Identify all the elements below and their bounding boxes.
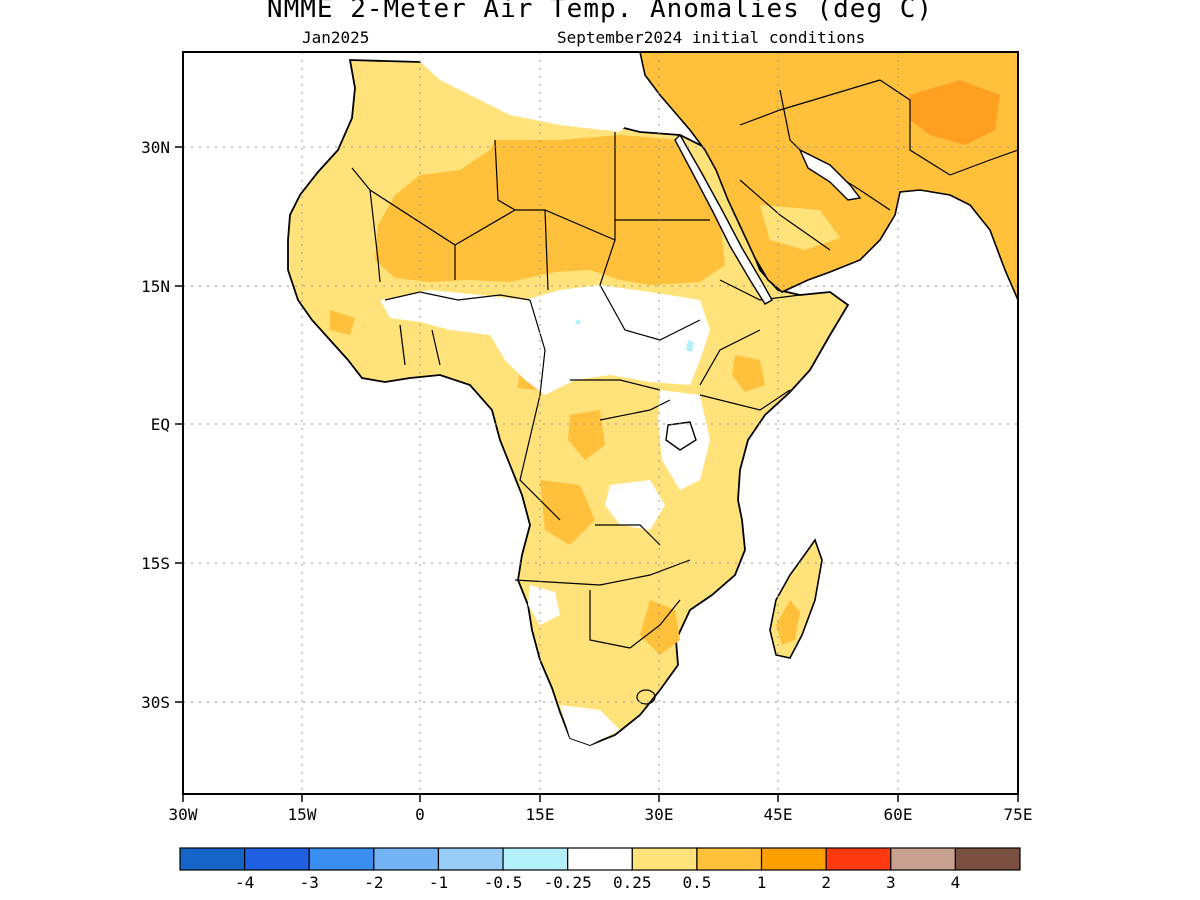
- colorbar-swatch: [437, 847, 504, 871]
- lon-tick-label: 45E: [764, 805, 793, 824]
- colorbar-label: -2: [364, 873, 383, 892]
- initial-conditions: September2024 initial conditions: [557, 28, 866, 47]
- colorbar-swatch: [696, 847, 763, 871]
- colorbar-swatch: [502, 847, 569, 871]
- colorbar-swatch: [890, 847, 956, 871]
- lake-victoria: [665, 421, 697, 451]
- colorbar-label: -0.25: [544, 873, 592, 892]
- colorbar-swatch: [179, 847, 246, 871]
- lon-tick-label: 60E: [884, 805, 913, 824]
- persian-gulf: [798, 148, 862, 201]
- lon-tick-label: 30E: [645, 805, 674, 824]
- near-normal-central: [380, 285, 710, 395]
- colorbar-label: 3: [886, 873, 896, 892]
- country-borders: [351, 79, 1018, 705]
- sahara-warm-zone: [375, 135, 725, 285]
- colorbar-label: -3: [300, 873, 319, 892]
- colorbar-label: -0.5: [484, 873, 523, 892]
- forecast-month: Jan2025: [302, 28, 370, 47]
- colorbar-label: 1: [757, 873, 767, 892]
- lat-tick-label: 30N: [141, 138, 170, 157]
- lon-tick-label: 15E: [526, 805, 555, 824]
- latitude-axis: 30N 15N EQ 15S 30S: [141, 138, 183, 712]
- colorbar-swatch: [244, 847, 310, 871]
- colorbar-label: -1: [429, 873, 448, 892]
- colorbar-label: 0.25: [613, 873, 652, 892]
- lon-tick-label: 0: [415, 805, 425, 824]
- longitude-axis: 30W 15W 0 15E 30E 45E 60E 75E: [169, 794, 1033, 824]
- lon-tick-label: 75E: [1004, 805, 1033, 824]
- lat-tick-label: 15N: [141, 277, 170, 296]
- gridlines: [183, 52, 1018, 794]
- colorbar-label: 4: [951, 873, 961, 892]
- lon-tick-label: 15W: [288, 805, 317, 824]
- colorbar-label: 2: [821, 873, 831, 892]
- colorbar-label: -4: [235, 873, 254, 892]
- lat-tick-label: 30S: [141, 693, 170, 712]
- colorbar-swatch: [825, 847, 892, 871]
- lat-tick-label: 15S: [141, 554, 170, 573]
- colorbar: -4 -3 -2 -1 -0.5 -0.25 0.25 0.5 1 2 3 4: [179, 847, 1021, 892]
- colorbar-swatch: [631, 847, 698, 871]
- red-sea: [674, 133, 773, 305]
- colorbar-swatch: [308, 847, 375, 871]
- colorbar-swatch: [954, 847, 1021, 871]
- chart-title: NMME 2-Meter Air Temp. Anomalies (deg C): [266, 0, 934, 24]
- lat-tick-label: EQ: [151, 415, 170, 434]
- map-frame: [182, 51, 1019, 795]
- colorbar-swatch: [373, 847, 440, 871]
- colorbar-swatch: [567, 847, 633, 871]
- lon-tick-label: 30W: [169, 805, 198, 824]
- colorbar-swatch: [760, 847, 827, 871]
- colorbar-label: 0.5: [682, 873, 711, 892]
